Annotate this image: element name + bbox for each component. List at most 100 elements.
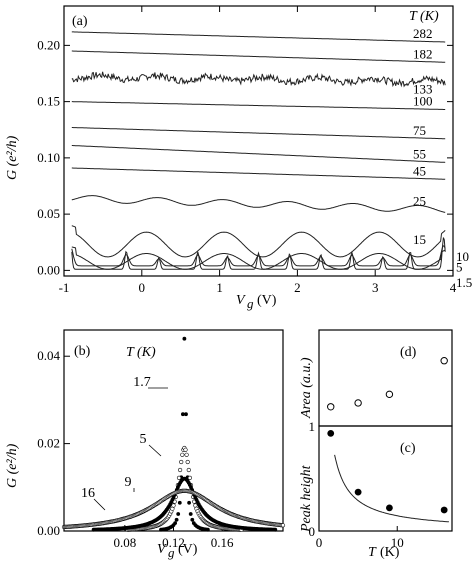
panel-a-series-label: 133: [413, 81, 433, 96]
panel-b-legend-title: T (K): [126, 345, 156, 360]
panel-d-point: [385, 390, 394, 399]
panel-a-series-label: 55: [413, 146, 426, 161]
panel-a-series-label: 75: [413, 123, 426, 138]
panel-d-point: [354, 399, 362, 407]
panel-d-point: [327, 403, 335, 411]
panel-c-point: [440, 506, 448, 514]
panel-a-series-25: [71, 195, 446, 213]
panel-b-point-5: [186, 467, 191, 473]
panel-a-xlabel-unit: (V): [257, 293, 277, 308]
panel-b-xtick-label: 0.16: [211, 535, 234, 550]
panel-c-point: [386, 504, 393, 512]
panel-c-xlabel: T: [368, 545, 377, 560]
panel-b-ytick-label: 0.02: [37, 436, 60, 451]
panel-a-series-label: 45: [413, 163, 426, 178]
panel-b-point-5: [185, 459, 190, 465]
panel-b-point-1_7: [180, 412, 185, 417]
panel-a-ytick-label: 0.15: [37, 94, 60, 109]
panel-a-series-label: 1.5: [456, 275, 472, 290]
panel-b-xlabel-unit: (V): [178, 542, 198, 557]
panel-b-series-label: 5: [140, 432, 147, 447]
panel-b-point-16: [280, 523, 286, 528]
panel-d-label: (d): [400, 345, 417, 360]
panel-b-point-5: [179, 459, 184, 465]
panel-b-point-1_7: [187, 500, 192, 505]
panel-c-xlabel-unit: (K): [380, 545, 400, 560]
panel-a-xtick-label: 1: [216, 280, 223, 295]
panel-b-point-1_7: [177, 500, 182, 505]
panel-d: (d) Area (a.u.): [299, 329, 453, 427]
panel-a-series-282: [71, 31, 446, 43]
panel-b-xlabel: V: [157, 542, 167, 557]
panel-a-series-133: [71, 71, 446, 88]
panel-b: (b) T (K) 0.08 0.12 0.16 0.00 0.02 0.04 1.7 5 9…: [5, 329, 286, 560]
panel-a-series-label: 25: [413, 194, 426, 209]
panel-a-series-45: [71, 167, 446, 180]
panel-b-point-1_7: [173, 521, 178, 526]
panel-a-series-182: [71, 50, 446, 63]
panel-a-series-label: 100: [413, 94, 433, 109]
panel-b-point-1_7: [205, 527, 210, 532]
panel-d-ylabel: Area (a.u.): [299, 357, 314, 419]
panel-b-point-1_7: [176, 512, 181, 516]
panel-b-point-5: [180, 452, 185, 457]
panel-a-xtick-label: 3: [372, 280, 379, 295]
panel-a-xtick-label: 4: [450, 280, 457, 295]
panel-a-series-5: [71, 245, 446, 267]
panel-a-ytick-label: 0.20: [37, 37, 60, 52]
panel-c-frame: [318, 425, 453, 532]
panel-b-point-9: [273, 527, 278, 532]
panel-b-label-leader: [93, 498, 106, 511]
panel-b-xtick-label: 0.12: [162, 535, 185, 550]
panel-a-frame: [63, 5, 454, 277]
panel-c-point: [327, 429, 335, 437]
panel-d-point: [440, 357, 448, 365]
panel-a-series-label: 5: [456, 259, 463, 274]
panel-b-point-1_7: [188, 512, 193, 516]
panel-b-series-label: 16: [81, 486, 95, 501]
panel-b-point-5: [184, 452, 189, 457]
panel-a-xtick-label: 0: [139, 280, 146, 295]
panel-b-point-5: [176, 475, 182, 481]
panel-b-series-label: 9: [125, 475, 132, 490]
panel-a-ytick-label: 0.10: [37, 150, 60, 165]
panel-c-ytick-label: 0: [309, 524, 316, 539]
panel-a-series-10: [71, 246, 446, 270]
panel-b-point-1_7: [184, 412, 188, 417]
panel-a-ylabel: G (e²/h): [5, 135, 20, 180]
panel-a-series-75: [71, 127, 446, 140]
panel-a-xtick-label: -1: [59, 280, 70, 295]
panel-b-point-1_7: [182, 336, 187, 341]
panel-a-series-label: 182: [413, 46, 433, 61]
panel-b-ylabel: G (e²/h): [5, 443, 20, 488]
panel-a-xtick-label: 2: [294, 280, 301, 295]
panel-c-xtick-label: 0: [316, 535, 323, 550]
panel-a-series-55: [71, 145, 446, 163]
panel-c-fit-curve: [334, 454, 449, 523]
panel-b-ytick-label: 0.00: [37, 523, 60, 538]
panel-a-legend-title: T (K): [409, 9, 439, 24]
panel-c-xtick-label: 10: [391, 535, 404, 550]
panel-a-ytick-label: 0.05: [37, 206, 60, 221]
panel-a-xlabel-sub: g: [247, 296, 254, 311]
panel-b-point-1_7: [174, 517, 179, 522]
panel-a-series-label: 282: [413, 26, 433, 41]
panel-a: (a) T (K) -1 0 1 2 3 4 0.00 0.05 0.10 0.15 0.20 28…: [5, 5, 472, 311]
panel-b-label-leader: [148, 444, 162, 457]
panel-b-series-label: 1.7: [133, 375, 151, 390]
panel-b-xlabel-sub: g: [168, 545, 175, 560]
panel-a-ytick-label: 0.00: [37, 262, 60, 277]
panel-b-point-5: [171, 503, 176, 508]
panel-b-ytick-label: 0.04: [37, 348, 60, 363]
panel-d-frame: [318, 329, 453, 427]
panel-c-label: (c): [400, 441, 416, 456]
panel-b-label: (b): [74, 344, 91, 359]
panel-a-xlabel: V: [236, 293, 246, 308]
panel-a-label: (a): [72, 14, 88, 29]
panel-b-point-5: [183, 447, 188, 452]
panel-a-series-label: 15: [413, 232, 426, 247]
panel-c-ytick-label: 1: [309, 419, 316, 434]
panel-a-series-1_5: [71, 237, 446, 270]
panel-c-ylabel: Peak height: [299, 464, 314, 533]
panel-a-series-label: 10: [456, 249, 469, 264]
